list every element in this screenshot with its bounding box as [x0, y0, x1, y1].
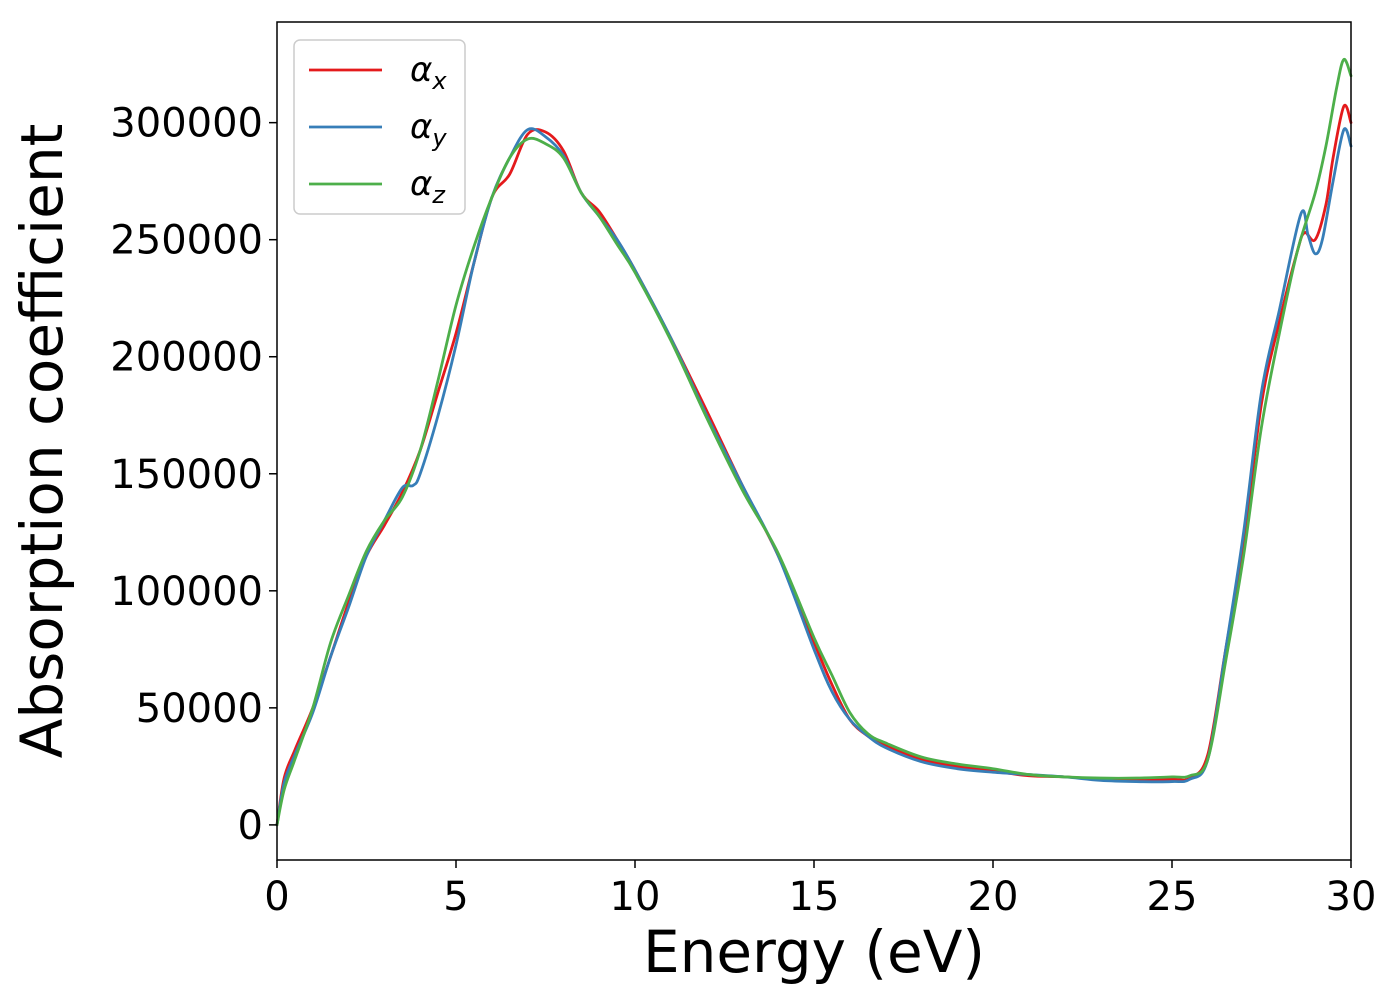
x-tick-label: 15 — [789, 874, 840, 920]
series-line-y — [275, 127, 1353, 827]
x-tick-label: 30 — [1326, 874, 1377, 920]
legend-label-x: αx — [410, 50, 447, 95]
y-tick-label: 250000 — [110, 218, 263, 264]
y-tick-label: 150000 — [110, 452, 263, 498]
legend: αx αy αz — [293, 39, 466, 215]
x-tick-label: 0 — [264, 874, 289, 920]
x-axis-title: Energy (eV) — [643, 918, 985, 986]
series-line-z — [275, 58, 1353, 827]
series-layer — [275, 58, 1353, 827]
legend-label-y: αy — [410, 107, 447, 152]
ticks-layer: 0 5 10 15 20 25 30 0 50000 100000 150000 200000 2500… — [110, 101, 1376, 920]
y-tick-label: 0 — [238, 803, 263, 849]
x-tick-label: 20 — [968, 874, 1019, 920]
y-axis-title: Absorption coefficient — [8, 124, 76, 759]
y-tick-label: 50000 — [136, 686, 263, 732]
y-tick-label: 200000 — [110, 335, 263, 381]
y-tick-label: 100000 — [110, 569, 263, 615]
legend-entries: αx αy αz — [309, 50, 447, 209]
legend-label-z: αz — [410, 164, 446, 209]
x-tick-label: 25 — [1147, 874, 1198, 920]
x-tick-label: 10 — [610, 874, 661, 920]
x-tick-label: 5 — [443, 874, 468, 920]
y-tick-label: 300000 — [110, 101, 263, 147]
